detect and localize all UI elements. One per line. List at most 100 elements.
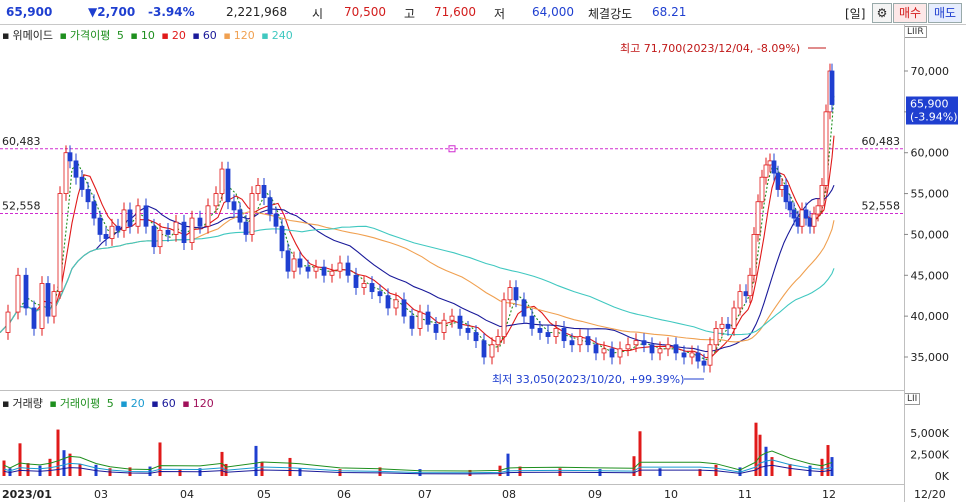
quote-header: 65,900 ▼2,700 -3.94% 2,221,968 시 70,500 … xyxy=(0,0,966,25)
moving-average-line xyxy=(0,225,835,336)
candle-body xyxy=(681,352,687,358)
candle-body xyxy=(747,274,753,297)
candle-body xyxy=(91,201,97,219)
price-legend: ▪ 위메이드 ▪ 가격이평 5 ▪ 10 ▪ 20 ▪ 60 ▪ 120 ▪ 240 xyxy=(2,27,296,43)
strength-label: 체결강도 xyxy=(588,7,633,21)
price-tick-label: 55,000 xyxy=(911,188,950,201)
candle-body xyxy=(369,283,375,293)
candle-body xyxy=(775,172,781,190)
candle-body xyxy=(329,270,335,276)
candle-body xyxy=(361,283,367,288)
high-label: 고 xyxy=(404,7,416,21)
sell-button[interactable]: 매도 xyxy=(928,3,962,23)
candle-body xyxy=(701,360,707,366)
candle-body xyxy=(545,332,551,337)
candle-body xyxy=(151,225,157,248)
volume-bar xyxy=(178,469,182,476)
ma-240: 240 xyxy=(271,29,293,42)
current-price-tag-value: 65,900 xyxy=(910,98,949,111)
candle-body xyxy=(507,287,513,301)
volume-bar xyxy=(288,457,292,476)
volume-bar xyxy=(758,434,762,476)
settings-gear-icon[interactable]: ⚙ xyxy=(872,3,892,23)
volume-bar xyxy=(78,463,82,476)
price-change: ▼2,700 xyxy=(88,5,136,19)
price-tick-label: 60,000 xyxy=(911,147,950,160)
low-value: 64,000 xyxy=(532,5,574,19)
candle-body xyxy=(85,189,91,203)
candle-body xyxy=(267,197,273,215)
candle-body xyxy=(57,193,63,293)
strength-value: 68.21 xyxy=(652,5,687,19)
candle-body xyxy=(743,291,749,297)
candle-body xyxy=(673,344,679,354)
candle-body xyxy=(23,274,29,309)
candle-body xyxy=(305,266,311,272)
ma-10-marker-icon: ▪ xyxy=(130,29,138,42)
candle-body xyxy=(31,307,37,329)
volume-bar xyxy=(506,453,510,476)
volume-bar xyxy=(298,468,302,476)
volume-bar xyxy=(2,460,6,476)
candle-body xyxy=(165,229,171,235)
volume-bar xyxy=(158,442,162,476)
volume-bar xyxy=(26,463,30,476)
candle-body xyxy=(115,225,121,231)
vol-ma-marker-icon: ▪ xyxy=(49,397,57,410)
buy-button[interactable]: 매수 xyxy=(893,3,927,23)
current-price-tag xyxy=(906,96,958,125)
candle-body xyxy=(273,213,279,227)
x-tick-label: 04 xyxy=(180,488,194,501)
candle-body xyxy=(689,352,695,358)
volume-bar xyxy=(820,458,824,476)
volume-bar xyxy=(68,453,72,476)
candle-body xyxy=(561,327,567,342)
volume-ma-line xyxy=(3,464,833,475)
candle-body xyxy=(473,332,479,342)
price-tick-label: 50,000 xyxy=(911,228,950,241)
candle-body xyxy=(577,336,583,346)
candle-body xyxy=(823,111,829,186)
candle-body xyxy=(243,221,249,235)
candle-body xyxy=(783,184,789,203)
ma-120-marker-icon: ▪ xyxy=(223,29,231,42)
ma-60: 60 xyxy=(202,29,217,42)
period-daily-button[interactable]: [일] xyxy=(845,7,866,21)
candle-body xyxy=(481,340,487,358)
candle-body xyxy=(633,340,639,346)
candle-body xyxy=(731,307,737,329)
x-axis-divider xyxy=(0,484,904,485)
x-tick-label: 05 xyxy=(257,488,271,501)
candle-body xyxy=(409,315,415,329)
candle-body xyxy=(501,299,507,337)
candle-body xyxy=(15,274,21,313)
ma-20-marker-icon: ▪ xyxy=(161,29,169,42)
candle-body xyxy=(763,164,769,178)
candle-body xyxy=(291,258,297,272)
pane-divider[interactable] xyxy=(0,390,904,391)
candle-body xyxy=(425,311,431,325)
candle-body xyxy=(225,168,231,203)
candle-body xyxy=(787,201,793,211)
ma-240-marker-icon: ▪ xyxy=(261,29,269,42)
candle-body xyxy=(759,176,765,203)
candle-body xyxy=(321,266,327,276)
candle-body xyxy=(109,225,115,239)
candle-body xyxy=(45,283,51,317)
candle-body xyxy=(143,205,149,227)
candle-body xyxy=(719,323,725,329)
volume-ma-label: 거래이평 xyxy=(59,397,101,410)
candle-body xyxy=(39,283,45,329)
candle-body xyxy=(649,344,655,354)
candle-body xyxy=(285,250,291,272)
candle-body xyxy=(433,323,439,333)
candle-body xyxy=(779,184,785,190)
candle-body xyxy=(465,327,471,333)
candle-body xyxy=(609,348,615,358)
candle-body xyxy=(219,168,225,194)
candle-body xyxy=(795,217,801,227)
price-tick-label: 45,000 xyxy=(911,269,950,282)
price-tick-label: 70,000 xyxy=(911,65,950,78)
low-annotation: 최저 33,050(2023/10/20, +99.39%) xyxy=(492,373,684,386)
